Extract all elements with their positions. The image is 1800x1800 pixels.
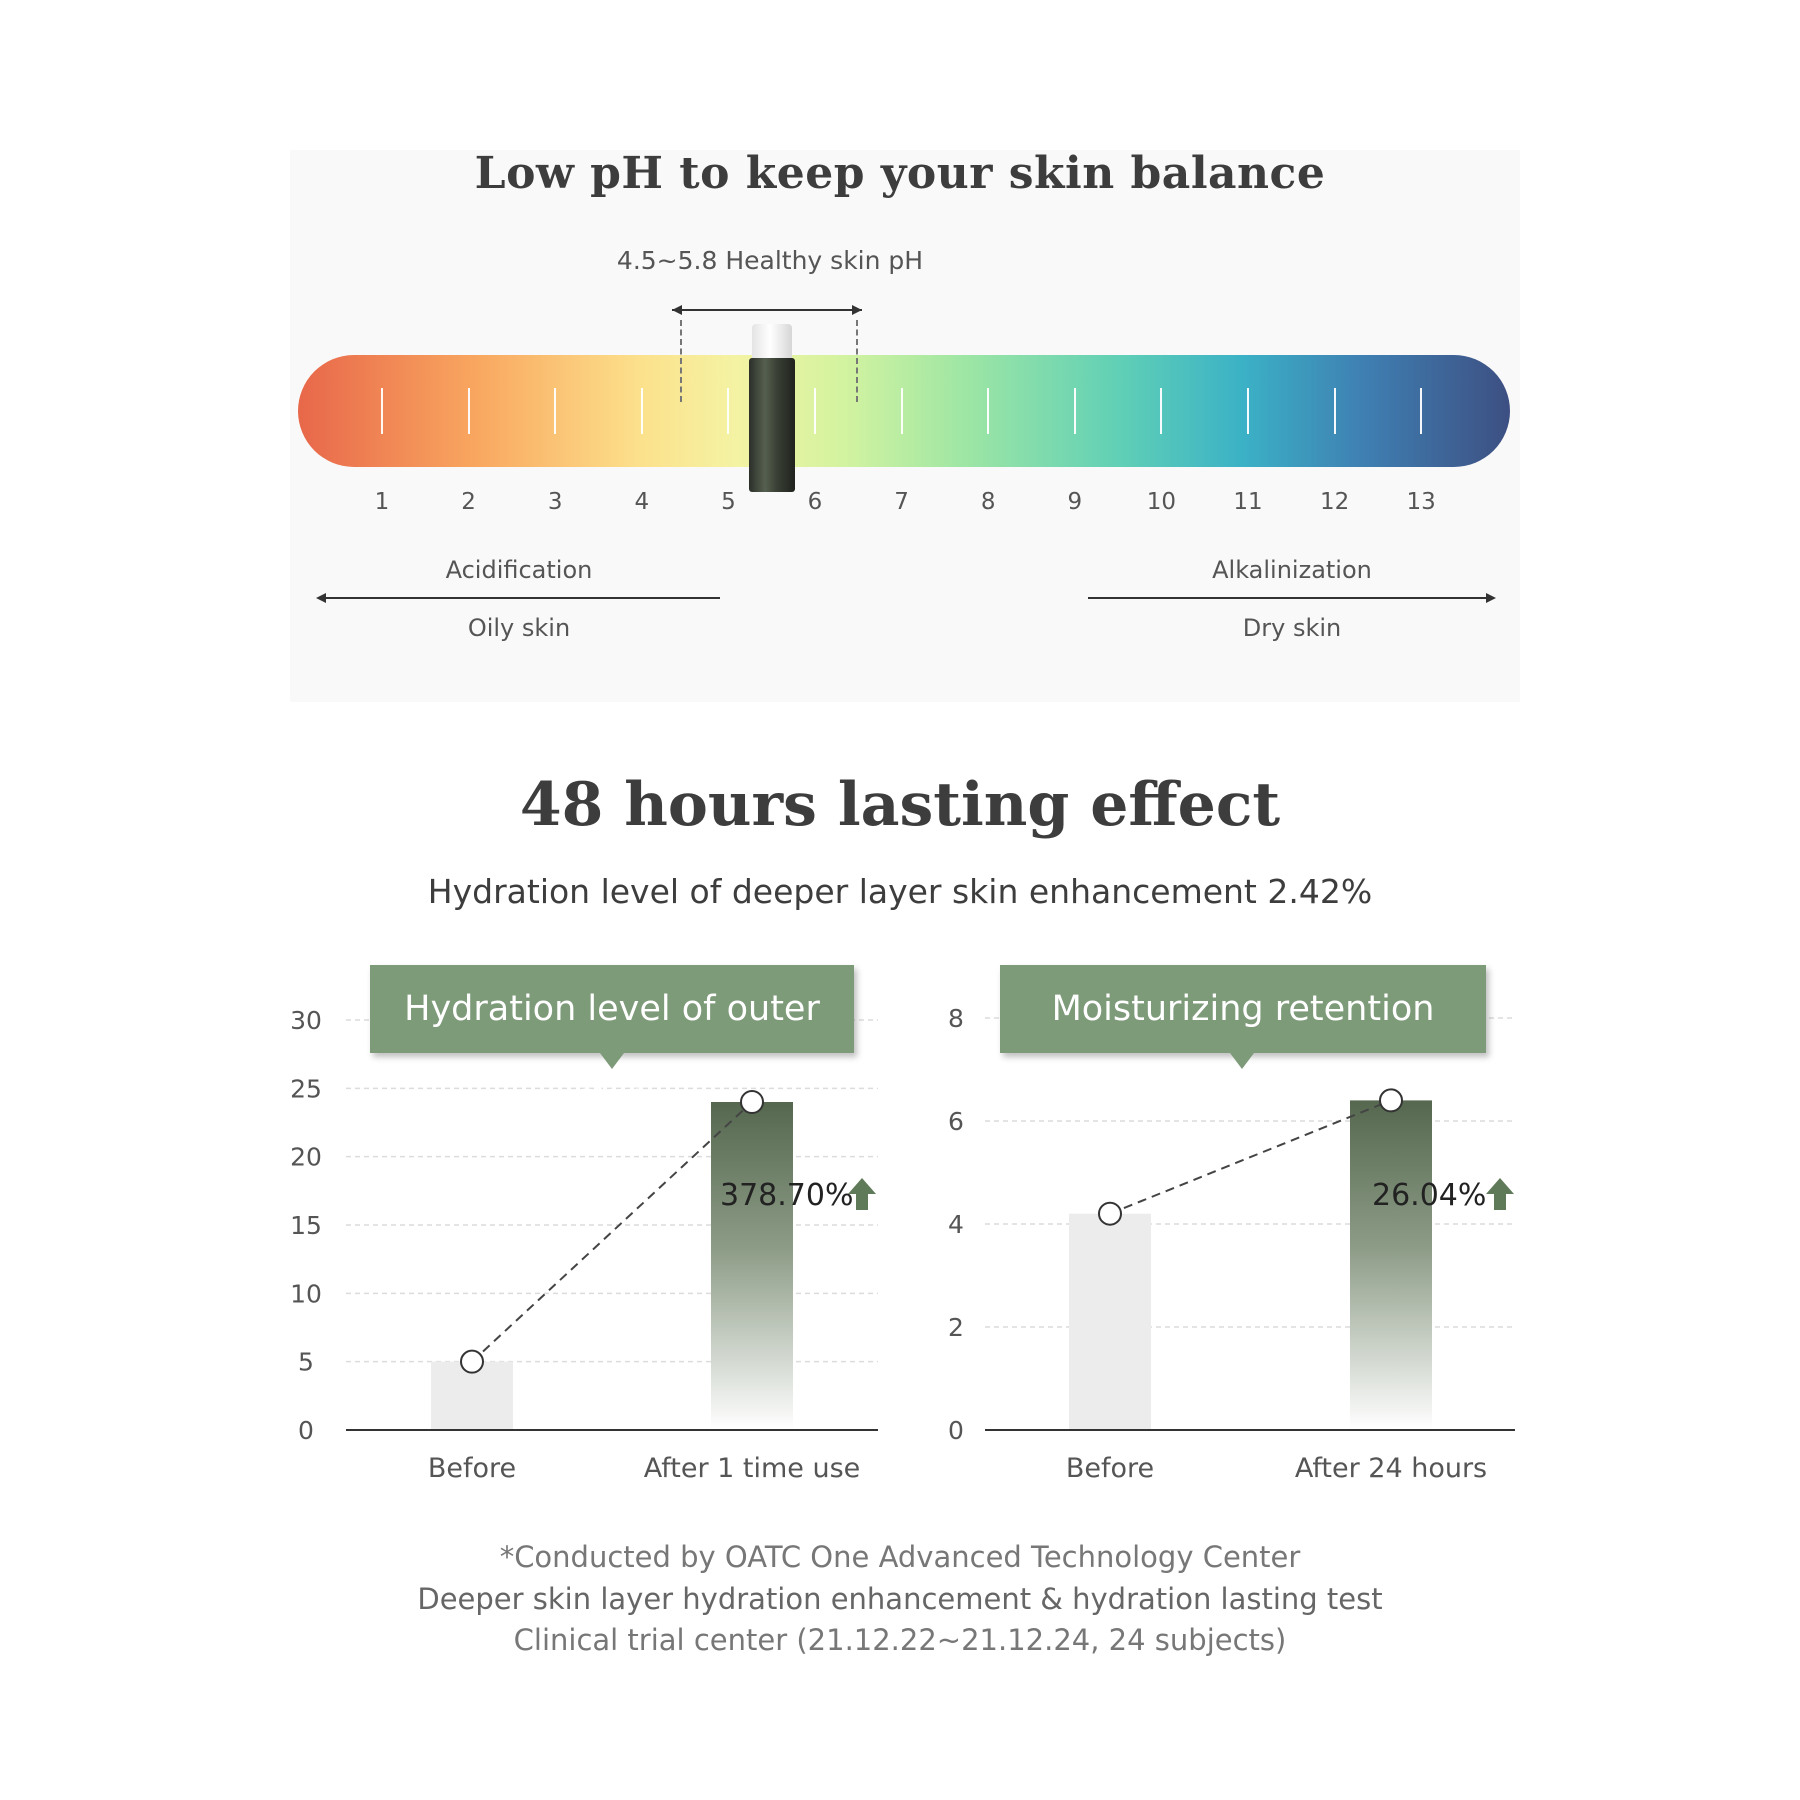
ph-tick-label-13: 13 — [1406, 489, 1436, 515]
chart2-trend-line — [1109, 1099, 1392, 1215]
ph-tick-label-5: 5 — [721, 489, 736, 515]
ph-tick-label-10: 10 — [1146, 489, 1177, 515]
chart2-callout-pointer — [1230, 1053, 1254, 1069]
chart1-xtick-label: After 1 time use — [644, 1453, 861, 1484]
footnote-source: *Conducted by OATC One Advanced Technolo… — [499, 1540, 1301, 1574]
ph-tick-label-11: 11 — [1233, 489, 1263, 515]
chart1-bar-after — [711, 1102, 793, 1430]
ph-tick-12 — [1333, 388, 1336, 434]
chart1-ytick-label: 5 — [298, 1348, 314, 1377]
oily-skin-label: Oily skin — [467, 614, 571, 642]
bottle-cap — [751, 324, 792, 360]
chart1-ytick-label: 10 — [290, 1279, 322, 1308]
ph-tick-2 — [467, 388, 470, 434]
healthy-range-label: 4.5~5.8 Healthy skin pH — [616, 246, 924, 275]
chart2-ytick-label: 4 — [948, 1210, 964, 1239]
dry-skin-label: Dry skin — [1242, 614, 1342, 642]
healthy-range-left-marker — [680, 320, 682, 402]
chart1-ytick-label: 15 — [290, 1211, 322, 1240]
chart2-increase-percent: 26.04% — [1372, 1178, 1487, 1213]
chart2-xtick-label: After 24 hours — [1295, 1453, 1487, 1484]
ph-tick-label-2: 2 — [461, 489, 476, 515]
chart1-trend-line — [471, 1101, 753, 1363]
ph-tick-label-12: 12 — [1319, 489, 1350, 515]
ph-tick-6 — [814, 388, 816, 434]
chart2-bar-after — [1350, 1100, 1432, 1430]
chart1-ytick-label: 20 — [290, 1143, 322, 1172]
chart2-xtick-label: Before — [1066, 1453, 1154, 1484]
ph-gradient-bar — [298, 355, 1510, 467]
ph-tick-5 — [727, 388, 730, 434]
ph-tick-label-9: 9 — [1067, 489, 1083, 515]
ph-tick-label-8: 8 — [980, 489, 996, 515]
chart2-title: Moisturizing retention — [1051, 989, 1435, 1029]
chart1-ytick-label: 30 — [290, 1006, 322, 1035]
chart2-point-before — [1098, 1201, 1122, 1226]
footnote-trial-info: Clinical trial center (21.12.22~21.12.24… — [513, 1623, 1287, 1657]
ph-tick-label-6: 6 — [807, 489, 823, 515]
chart1-up-arrow-icon — [848, 1178, 876, 1210]
ph-tick-label-1: 1 — [374, 489, 390, 515]
healthy-range-right-marker — [856, 320, 858, 402]
chart1-title-callout: Hydration level of outer skin — [370, 965, 854, 1117]
chart1-ytick-label: 25 — [290, 1074, 322, 1103]
ph-tick-label-7: 7 — [894, 489, 909, 515]
chart2-ytick-label: 0 — [948, 1416, 964, 1445]
acidification-label: Acidification — [445, 556, 593, 584]
footnote-test-name: Deeper skin layer hydration enhancement … — [417, 1582, 1383, 1616]
ph-tick-label-4: 4 — [634, 489, 650, 515]
chart1-xtick-label: Before — [428, 1453, 516, 1484]
ph-tick-9 — [1073, 388, 1076, 434]
chart1-point-before — [460, 1349, 484, 1374]
chart1-increase-percent: 378.70% — [720, 1178, 854, 1213]
lasting-section-subtitle: Hydration level of deeper layer skin enh… — [427, 872, 1373, 911]
chart1-callout-pointer — [600, 1053, 624, 1069]
ph-tick-11 — [1247, 388, 1249, 434]
chart2-point-after — [1379, 1088, 1403, 1113]
alkalinization-label: Alkalinization — [1212, 556, 1372, 584]
ph-tick-7 — [900, 388, 903, 434]
ph-tick-8 — [987, 388, 990, 434]
ph-section-title: Low pH to keep your skin balance — [474, 148, 1326, 199]
ph-tick-10 — [1160, 388, 1163, 434]
chart2-ytick-label: 8 — [948, 1004, 964, 1033]
chart2-up-arrow-icon — [1486, 1178, 1514, 1210]
lasting-section-title: 48 hours lasting effect — [519, 770, 1281, 840]
bottle-body — [748, 358, 795, 492]
ph-tick-label-3: 3 — [547, 489, 563, 515]
ph-tick-13 — [1420, 388, 1423, 434]
chart1-title: Hydration level of outer skin — [404, 989, 820, 1117]
chart2-title-callout: Moisturizing retention — [1000, 965, 1486, 1069]
ph-tick-4 — [640, 388, 643, 434]
chart2-ytick-label: 6 — [948, 1107, 964, 1136]
product-bottle-marker — [748, 324, 795, 492]
chart2-ytick-label: 2 — [948, 1313, 964, 1342]
ph-tick-3 — [554, 388, 557, 434]
chart2-bar-before — [1069, 1213, 1151, 1430]
chart1-ytick-label: 0 — [298, 1416, 314, 1445]
ph-tick-1 — [381, 388, 383, 434]
chart1-point-after — [740, 1090, 764, 1114]
